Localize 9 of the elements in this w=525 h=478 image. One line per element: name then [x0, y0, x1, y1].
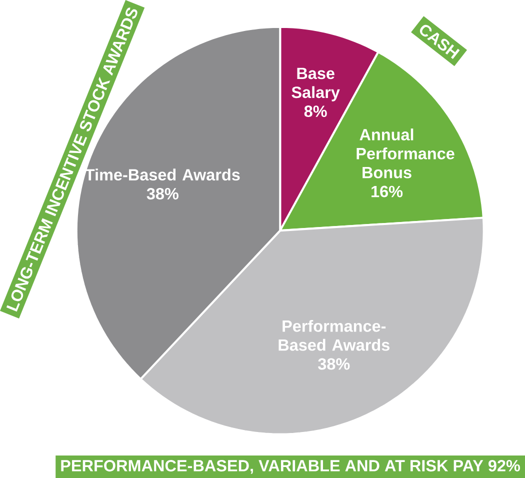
- data-label: 8%: [304, 105, 327, 117]
- slice-label: Base Salary: [292, 68, 340, 102]
- data-label: 16%: [372, 186, 403, 198]
- slice-label: Performance-Based Awards: [278, 320, 390, 351]
- slice-label: Annual Performance Bonus: [356, 128, 454, 178]
- text: PERFORMANCE-BASED, VARIABLE AND AT RISK PAY 92%: [61, 460, 520, 474]
- data-label: 38%: [318, 358, 350, 370]
- data-label: 38%: [146, 188, 178, 200]
- slice-label: Time-Based Awards: [85, 168, 240, 180]
